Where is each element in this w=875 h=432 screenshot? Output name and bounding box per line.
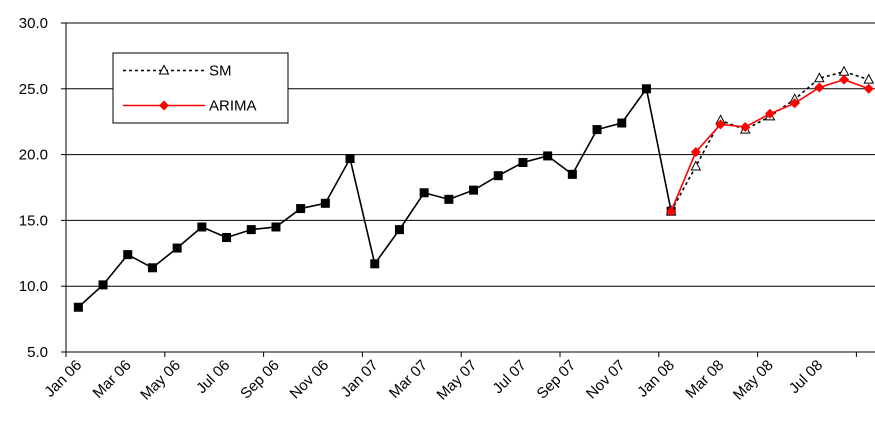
x-tick-label: Jan 07 [338, 357, 382, 401]
point [345, 154, 355, 164]
point [469, 185, 479, 195]
x-tick-label: Jul 07 [489, 357, 529, 397]
point [690, 160, 702, 171]
point [666, 206, 677, 217]
series-line [670, 78, 870, 212]
x-tick-label: May 08 [730, 357, 777, 404]
point [123, 250, 133, 260]
point [394, 225, 404, 235]
point [296, 204, 306, 214]
series-line [670, 70, 869, 212]
x-tick-label: Nov 07 [583, 357, 629, 403]
point [592, 125, 602, 135]
point [863, 73, 875, 84]
x-tick-label: Jul 08 [786, 357, 826, 397]
point [814, 72, 825, 83]
point [147, 263, 157, 273]
point [641, 84, 651, 94]
legend-marker [159, 100, 169, 111]
x-tick-label: Mar 06 [90, 357, 135, 402]
legend-marker [158, 64, 170, 75]
x-tick-label: Mar 07 [386, 357, 431, 402]
point [320, 198, 330, 208]
point [271, 222, 281, 232]
point [370, 259, 380, 269]
y-tick-label: 5.0 [27, 344, 48, 361]
point [715, 119, 726, 130]
y-tick-label: 20.0 [19, 147, 48, 164]
x-tick-label: May 07 [434, 357, 481, 404]
point [73, 302, 83, 312]
point [246, 225, 256, 235]
point [493, 171, 503, 181]
point [543, 151, 553, 161]
point [197, 222, 207, 232]
point [518, 157, 528, 167]
legend-box [112, 52, 289, 124]
point [419, 188, 429, 198]
x-tick-label: Jul 06 [193, 357, 233, 397]
point [740, 121, 751, 132]
point [690, 146, 701, 157]
x-tick-label: Jan 06 [41, 357, 85, 401]
point [172, 243, 182, 253]
point [863, 83, 874, 94]
x-tick-label: May 06 [137, 357, 184, 404]
point [444, 194, 454, 204]
x-tick-label: Nov 06 [287, 357, 333, 403]
legend-label: SM [209, 63, 232, 80]
point [567, 169, 577, 179]
point [222, 233, 232, 243]
point [814, 82, 825, 93]
legend-label: ARIMA [209, 98, 257, 115]
x-tick-label: Sep 07 [534, 357, 580, 403]
y-tick-label: 25.0 [19, 81, 48, 98]
x-tick-label: Jan 08 [634, 357, 678, 401]
y-tick-label: 10.0 [19, 278, 48, 295]
y-tick-label: 15.0 [19, 212, 48, 229]
point [617, 118, 627, 128]
x-tick-label: Sep 06 [237, 357, 283, 403]
point [764, 108, 775, 119]
x-tick-label: Mar 08 [682, 357, 727, 402]
point [789, 98, 800, 109]
point [98, 280, 108, 290]
y-tick-label: 30.0 [19, 15, 48, 32]
point [838, 65, 850, 76]
point [839, 74, 850, 85]
